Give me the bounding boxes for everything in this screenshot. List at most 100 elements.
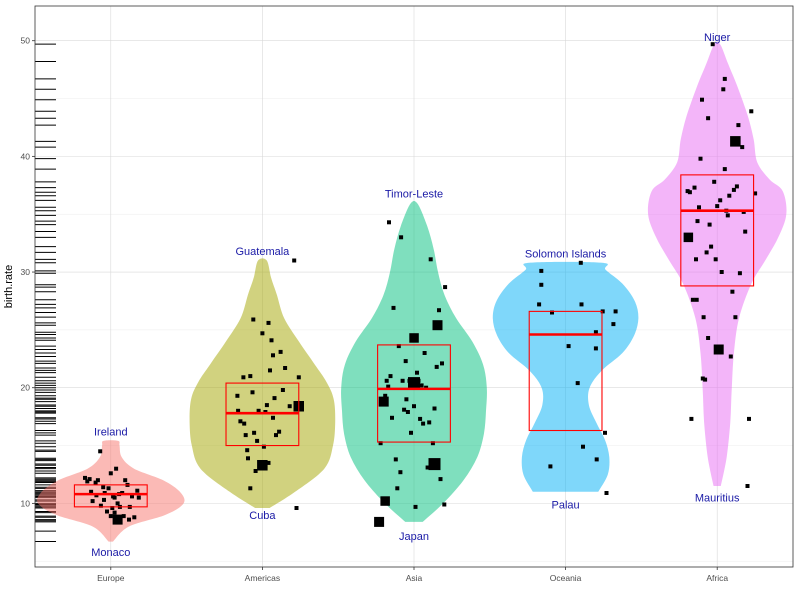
data-point bbox=[248, 486, 253, 491]
data-point bbox=[698, 156, 703, 161]
data-point bbox=[274, 433, 278, 438]
data-point bbox=[604, 491, 609, 495]
annotation-label: Mauritius bbox=[695, 493, 740, 505]
data-point bbox=[384, 378, 389, 383]
data-point bbox=[594, 457, 599, 462]
data-point bbox=[611, 322, 616, 327]
data-point-large bbox=[374, 516, 385, 527]
violin-layer bbox=[37, 41, 787, 542]
data-point bbox=[425, 465, 430, 470]
data-point bbox=[101, 485, 106, 490]
y-tick-label: 30 bbox=[21, 267, 31, 277]
data-point bbox=[250, 390, 255, 395]
data-point-large bbox=[408, 377, 420, 390]
data-point bbox=[422, 351, 427, 355]
x-tick-label: Asia bbox=[406, 573, 423, 583]
data-point bbox=[388, 374, 393, 379]
data-point bbox=[395, 486, 400, 491]
data-point bbox=[733, 315, 738, 320]
data-point bbox=[246, 456, 250, 461]
data-point bbox=[710, 42, 715, 47]
data-point bbox=[404, 397, 409, 402]
data-point bbox=[391, 305, 396, 310]
data-point bbox=[694, 297, 699, 302]
data-point bbox=[402, 407, 407, 412]
data-point bbox=[387, 220, 391, 225]
y-axis-title: birth.rate bbox=[3, 265, 15, 308]
data-point bbox=[740, 145, 745, 150]
data-point bbox=[278, 349, 283, 354]
data-point-large bbox=[257, 460, 268, 471]
data-point bbox=[442, 502, 447, 507]
data-point bbox=[271, 415, 275, 420]
data-point bbox=[725, 213, 730, 218]
data-point bbox=[721, 87, 726, 92]
x-axis: Europe Americas Asia Oceania Africa bbox=[97, 567, 728, 583]
data-point bbox=[434, 364, 439, 369]
data-point bbox=[383, 393, 388, 398]
data-point bbox=[685, 189, 690, 194]
y-tick-label: 40 bbox=[21, 151, 31, 161]
data-point bbox=[581, 444, 585, 449]
data-point-large bbox=[713, 344, 724, 355]
y-tick-label: 50 bbox=[21, 36, 31, 46]
data-point bbox=[241, 375, 246, 380]
data-point bbox=[697, 205, 701, 210]
data-point bbox=[409, 430, 413, 435]
data-point bbox=[396, 344, 401, 349]
data-point-large bbox=[378, 396, 389, 407]
data-point bbox=[242, 421, 247, 426]
data-point bbox=[703, 377, 708, 382]
data-point bbox=[550, 310, 554, 315]
data-point bbox=[393, 457, 398, 462]
data-point bbox=[440, 361, 444, 366]
data-point bbox=[251, 317, 256, 322]
data-point-large bbox=[112, 514, 123, 525]
data-point bbox=[731, 187, 736, 192]
data-point bbox=[418, 416, 423, 421]
data-point bbox=[252, 430, 257, 435]
data-point-large bbox=[380, 496, 390, 506]
annotation-label: Niger bbox=[704, 32, 731, 44]
annotation-layer: Ireland Monaco Guatemala Cuba Timor-Leste Jap… bbox=[91, 32, 740, 559]
data-point bbox=[269, 338, 274, 343]
data-point bbox=[706, 116, 711, 121]
data-point bbox=[600, 309, 605, 314]
data-point bbox=[294, 506, 299, 510]
annotation-label: Japan bbox=[399, 531, 429, 543]
data-point bbox=[421, 421, 426, 426]
data-point bbox=[719, 270, 724, 274]
rug-marks bbox=[35, 43, 56, 543]
y-tick-label: 20 bbox=[21, 383, 31, 393]
data-point bbox=[272, 396, 277, 401]
data-point bbox=[593, 330, 598, 335]
data-point bbox=[260, 331, 265, 336]
data-point bbox=[539, 268, 544, 273]
data-point bbox=[722, 76, 727, 81]
data-point bbox=[713, 257, 718, 262]
annotation-label: Palau bbox=[552, 500, 580, 512]
data-point bbox=[110, 506, 115, 510]
data-point bbox=[700, 97, 704, 102]
data-point bbox=[579, 302, 584, 307]
box-europe bbox=[73, 484, 148, 508]
data-point bbox=[692, 185, 697, 190]
data-point bbox=[83, 475, 87, 480]
data-point-large bbox=[409, 333, 419, 343]
data-point bbox=[727, 193, 732, 198]
data-point bbox=[689, 416, 694, 421]
x-tick-label: Europe bbox=[97, 573, 125, 583]
data-point bbox=[238, 419, 243, 424]
data-point bbox=[706, 336, 711, 340]
data-point bbox=[745, 484, 750, 488]
y-axis: 10 20 30 40 50 bbox=[21, 36, 35, 508]
data-point bbox=[687, 190, 692, 195]
data-point bbox=[296, 375, 301, 380]
data-point bbox=[268, 368, 272, 373]
data-point bbox=[114, 466, 119, 471]
data-point bbox=[264, 403, 269, 408]
data-point-large bbox=[683, 232, 694, 243]
data-point bbox=[85, 479, 90, 484]
data-point bbox=[415, 370, 419, 375]
